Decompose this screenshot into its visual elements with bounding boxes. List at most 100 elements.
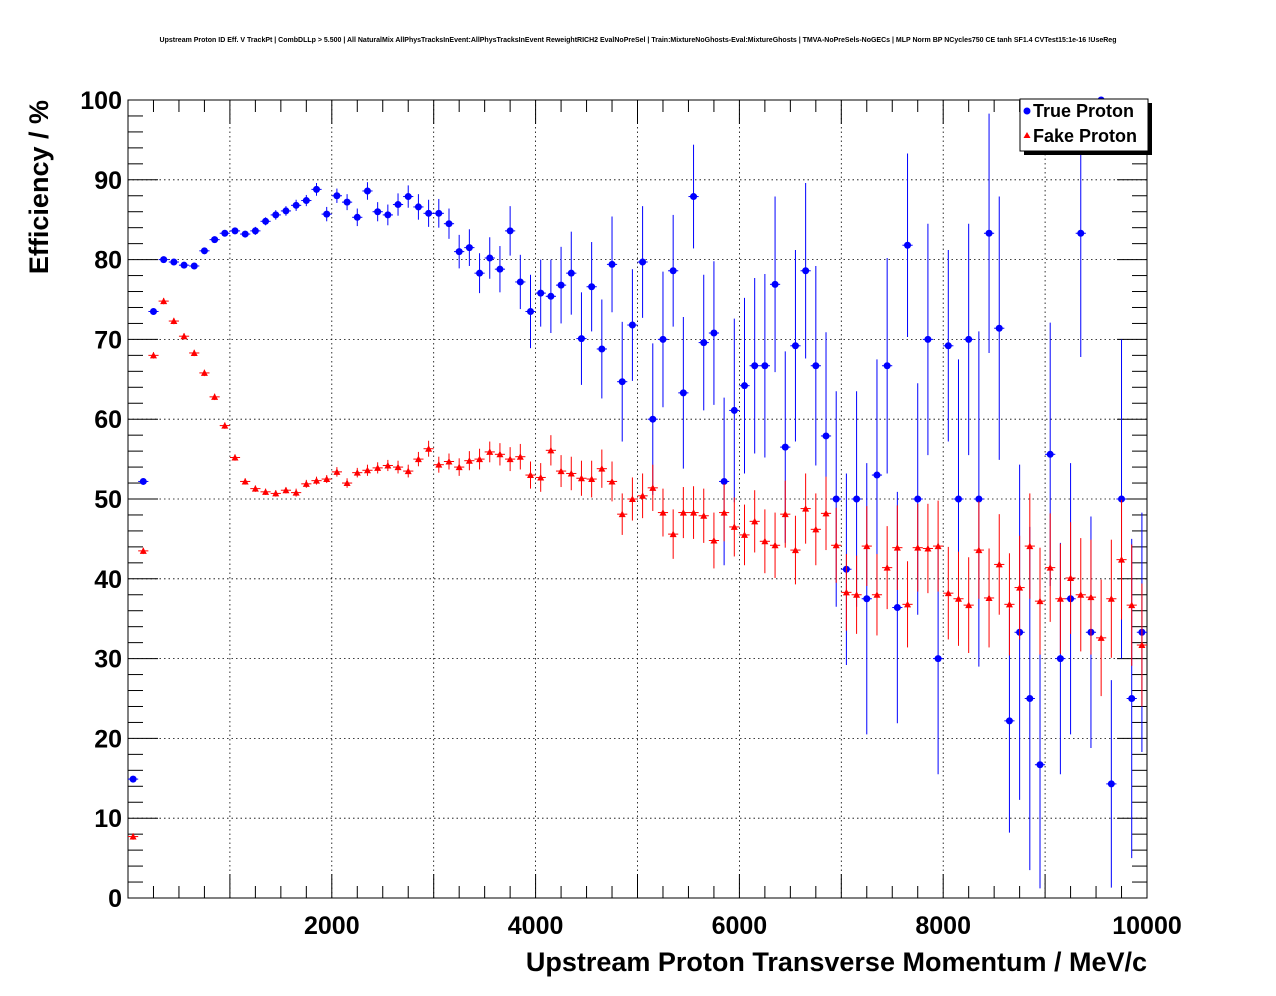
data-point-true-proton bbox=[934, 655, 942, 663]
data-point-fake-proton bbox=[1107, 595, 1115, 602]
data-point-true-proton bbox=[1107, 780, 1115, 788]
data-point-fake-proton bbox=[567, 469, 575, 477]
data-point-true-proton bbox=[476, 269, 484, 277]
data-point-fake-proton bbox=[598, 465, 606, 472]
data-point-fake-proton bbox=[914, 544, 922, 551]
data-point-fake-proton bbox=[486, 448, 494, 455]
data-point-true-proton bbox=[251, 227, 259, 235]
data-point-true-proton bbox=[944, 342, 952, 350]
data-point-fake-proton bbox=[1097, 634, 1105, 641]
data-point-true-proton bbox=[740, 382, 748, 390]
data-point-true-proton bbox=[567, 269, 575, 277]
data-point-fake-proton bbox=[934, 542, 942, 550]
data-point-fake-proton bbox=[588, 475, 596, 483]
data-point-fake-proton bbox=[883, 564, 891, 571]
data-point-fake-proton bbox=[302, 480, 310, 487]
data-point-fake-proton bbox=[659, 509, 667, 516]
data-point-true-proton bbox=[506, 227, 514, 235]
y-tick-label: 50 bbox=[94, 486, 122, 514]
data-point-true-proton bbox=[710, 329, 718, 337]
data-point-true-proton bbox=[302, 197, 310, 205]
data-point-true-proton bbox=[465, 244, 473, 252]
legend-marker-fake-proton bbox=[1023, 132, 1031, 138]
data-point-fake-proton bbox=[751, 517, 759, 525]
data-point-fake-proton bbox=[832, 541, 840, 549]
data-point-fake-proton bbox=[700, 512, 708, 519]
data-point-fake-proton bbox=[608, 477, 616, 485]
data-point-fake-proton bbox=[954, 595, 962, 602]
data-point-fake-proton bbox=[1056, 595, 1064, 602]
data-point-true-proton bbox=[353, 213, 361, 221]
data-point-true-proton bbox=[883, 362, 891, 370]
data-point-true-proton bbox=[628, 321, 636, 329]
data-point-true-proton bbox=[170, 258, 178, 266]
data-point-true-proton bbox=[761, 362, 769, 370]
data-point-true-proton bbox=[557, 281, 565, 289]
data-point-true-proton bbox=[292, 201, 300, 209]
data-point-true-proton bbox=[160, 256, 168, 264]
data-point-fake-proton bbox=[995, 560, 1003, 568]
y-tick-label: 100 bbox=[80, 87, 122, 115]
data-point-fake-proton bbox=[1026, 542, 1034, 550]
data-point-fake-proton bbox=[577, 474, 585, 482]
data-point-fake-proton bbox=[455, 463, 463, 471]
y-tick-label: 90 bbox=[94, 167, 122, 195]
data-point-true-proton bbox=[985, 229, 993, 237]
data-point-fake-proton bbox=[343, 479, 351, 487]
data-point-true-proton bbox=[435, 209, 443, 217]
data-point-fake-proton bbox=[496, 450, 504, 458]
data-point-true-proton bbox=[975, 495, 983, 503]
data-point-true-proton bbox=[669, 267, 677, 275]
x-tick-label: 6000 bbox=[712, 912, 768, 940]
data-point-true-proton bbox=[455, 248, 463, 256]
data-point-fake-proton bbox=[853, 591, 861, 598]
data-point-true-proton bbox=[954, 495, 962, 503]
data-point-true-proton bbox=[608, 260, 616, 268]
data-point-true-proton bbox=[374, 208, 382, 216]
data-point-true-proton bbox=[1118, 495, 1126, 503]
data-point-fake-proton bbox=[1087, 593, 1095, 601]
data-point-fake-proton bbox=[272, 489, 280, 497]
data-point-fake-proton bbox=[690, 509, 698, 516]
data-point-fake-proton bbox=[965, 601, 973, 609]
data-point-fake-proton bbox=[262, 488, 270, 495]
data-point-true-proton bbox=[1005, 717, 1013, 725]
data-point-fake-proton bbox=[822, 509, 830, 517]
data-point-fake-proton bbox=[363, 466, 371, 474]
data-point-true-proton bbox=[965, 335, 973, 343]
legend: True Proton Fake Proton bbox=[1019, 98, 1152, 155]
data-point-fake-proton bbox=[1016, 584, 1024, 591]
data-point-true-proton bbox=[863, 595, 871, 603]
data-point-true-proton bbox=[751, 362, 759, 370]
data-point-true-proton bbox=[414, 203, 422, 211]
data-point-fake-proton bbox=[924, 544, 932, 552]
data-point-fake-proton bbox=[842, 588, 850, 596]
series-true-proton bbox=[128, 96, 1147, 889]
data-point-fake-proton bbox=[761, 537, 769, 545]
data-point-true-proton bbox=[272, 211, 280, 219]
data-point-true-proton bbox=[853, 495, 861, 503]
data-point-true-proton bbox=[781, 443, 789, 451]
data-point-true-proton bbox=[363, 187, 371, 195]
data-point-true-proton bbox=[262, 217, 270, 225]
data-point-fake-proton bbox=[384, 461, 392, 469]
data-point-true-proton bbox=[730, 406, 738, 414]
data-point-true-proton bbox=[812, 362, 820, 370]
data-point-true-proton bbox=[343, 198, 351, 206]
data-point-fake-proton bbox=[1046, 564, 1054, 571]
data-point-true-proton bbox=[659, 335, 667, 343]
x-tick-label: 10000 bbox=[1112, 912, 1182, 940]
data-point-true-proton bbox=[924, 335, 932, 343]
data-point-true-proton bbox=[404, 193, 412, 201]
data-point-true-proton bbox=[1046, 450, 1054, 458]
data-point-true-proton bbox=[618, 378, 626, 386]
data-point-true-proton bbox=[333, 192, 341, 200]
data-point-fake-proton bbox=[353, 469, 361, 476]
x-axis-title: Upstream Proton Transverse Momentum / Me… bbox=[526, 947, 1147, 977]
data-point-fake-proton bbox=[323, 475, 331, 483]
data-point-true-proton bbox=[231, 227, 239, 235]
data-point-true-proton bbox=[537, 289, 545, 297]
data-point-true-proton bbox=[822, 432, 830, 440]
data-point-true-proton bbox=[190, 262, 198, 270]
data-point-fake-proton bbox=[190, 349, 198, 356]
